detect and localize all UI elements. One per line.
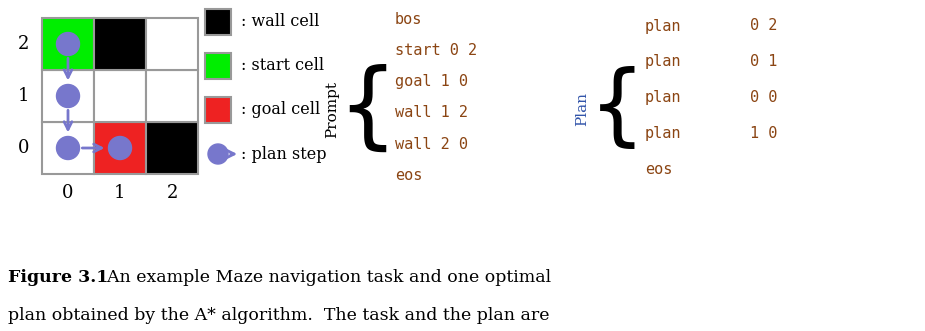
- Text: Figure 3.1: Figure 3.1: [8, 269, 108, 286]
- Circle shape: [108, 136, 131, 160]
- Text: wall 2 0: wall 2 0: [395, 137, 468, 152]
- Bar: [42, 18, 94, 70]
- Text: eos: eos: [645, 162, 672, 177]
- Text: plan: plan: [645, 19, 682, 33]
- Bar: [42, 122, 94, 174]
- Text: Plan: Plan: [575, 92, 589, 126]
- Text: : start cell: : start cell: [241, 58, 324, 74]
- Text: 0 0: 0 0: [750, 90, 777, 105]
- Text: : wall cell: : wall cell: [241, 14, 319, 30]
- Bar: [205, 97, 231, 123]
- Bar: [94, 122, 146, 174]
- Text: An example Maze navigation task and one optimal: An example Maze navigation task and one …: [96, 269, 551, 286]
- Bar: [146, 122, 198, 174]
- Text: 0: 0: [18, 139, 29, 157]
- Bar: [146, 70, 198, 122]
- Bar: [205, 9, 231, 35]
- Text: goal 1 0: goal 1 0: [395, 74, 468, 89]
- Text: bos: bos: [395, 12, 423, 26]
- Text: 1 0: 1 0: [750, 126, 777, 141]
- Circle shape: [56, 84, 80, 108]
- Text: : plan step: : plan step: [241, 146, 327, 163]
- Text: 2: 2: [18, 35, 29, 53]
- Bar: [42, 70, 94, 122]
- Text: plan: plan: [645, 90, 682, 105]
- Bar: [94, 18, 146, 70]
- Text: 0 1: 0 1: [750, 54, 777, 70]
- Bar: [94, 70, 146, 122]
- Bar: [205, 53, 231, 79]
- Text: wall 1 2: wall 1 2: [395, 106, 468, 120]
- Text: 1: 1: [115, 184, 126, 202]
- Text: $\{$: $\{$: [337, 64, 388, 155]
- Circle shape: [56, 136, 80, 160]
- Text: eos: eos: [395, 168, 423, 183]
- Text: 1: 1: [18, 87, 29, 105]
- Text: : goal cell: : goal cell: [241, 102, 320, 118]
- Text: 2: 2: [166, 184, 178, 202]
- Circle shape: [56, 32, 80, 56]
- Text: $\{$: $\{$: [588, 66, 635, 153]
- Text: plan: plan: [645, 54, 682, 70]
- Text: Prompt: Prompt: [325, 81, 339, 138]
- Text: start 0 2: start 0 2: [395, 43, 477, 58]
- Text: plan obtained by the A* algorithm.  The task and the plan are: plan obtained by the A* algorithm. The t…: [8, 307, 549, 324]
- Text: 0 2: 0 2: [750, 19, 777, 33]
- Bar: [146, 18, 198, 70]
- Text: 0: 0: [62, 184, 74, 202]
- Text: plan: plan: [645, 126, 682, 141]
- Circle shape: [208, 144, 228, 164]
